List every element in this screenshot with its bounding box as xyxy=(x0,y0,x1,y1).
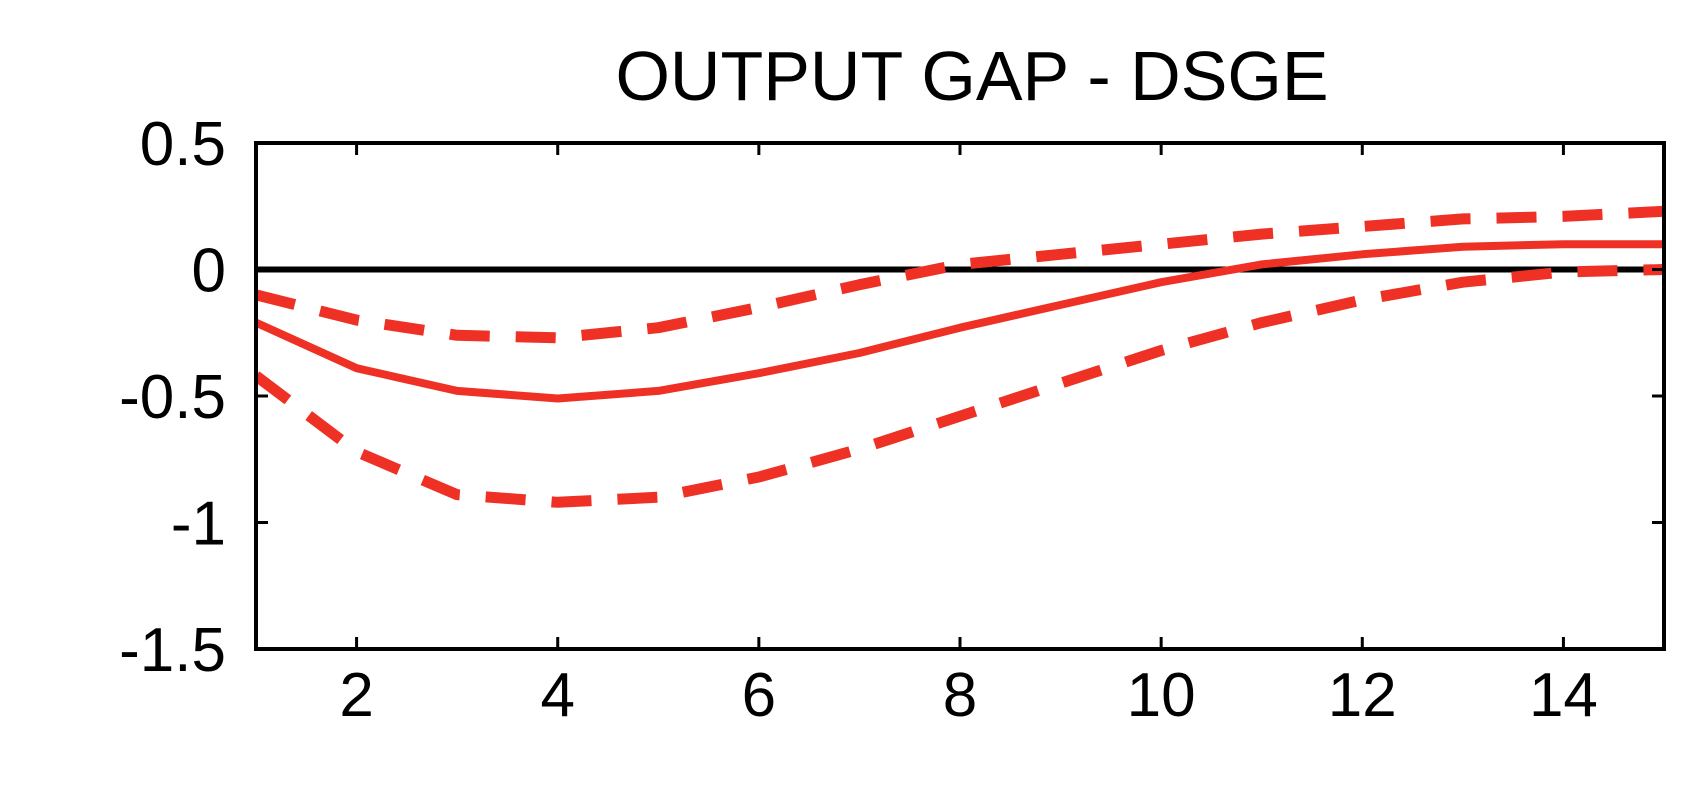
x-tick-label: 10 xyxy=(1127,661,1196,730)
plot-area xyxy=(256,205,1664,508)
band-line-1 xyxy=(256,205,1664,344)
y-tick-label: 0.5 xyxy=(140,110,226,179)
band-line-2 xyxy=(256,264,1664,508)
x-tick-label: 2 xyxy=(339,661,373,730)
axes xyxy=(254,141,1666,651)
series-group xyxy=(256,205,1664,508)
y-tick-label: -1.5 xyxy=(119,616,226,685)
y-tick-label: -0.5 xyxy=(119,363,226,432)
y-tick-label: 0 xyxy=(192,237,226,306)
median-line-0 xyxy=(256,240,1664,403)
chart-title: OUTPUT GAP - DSGE xyxy=(615,37,1328,115)
x-tick-label: 12 xyxy=(1328,661,1397,730)
x-tick-label: 14 xyxy=(1529,661,1598,730)
y-tick-label: -1 xyxy=(171,490,226,559)
tick-labels: 2 4 6 8 10 12 14 0.5 0 -0.5 -1 -1.5 xyxy=(119,110,1598,730)
x-tick-label: 4 xyxy=(540,661,574,730)
x-tick-label: 6 xyxy=(742,661,776,730)
x-tick-label: 8 xyxy=(943,661,977,730)
